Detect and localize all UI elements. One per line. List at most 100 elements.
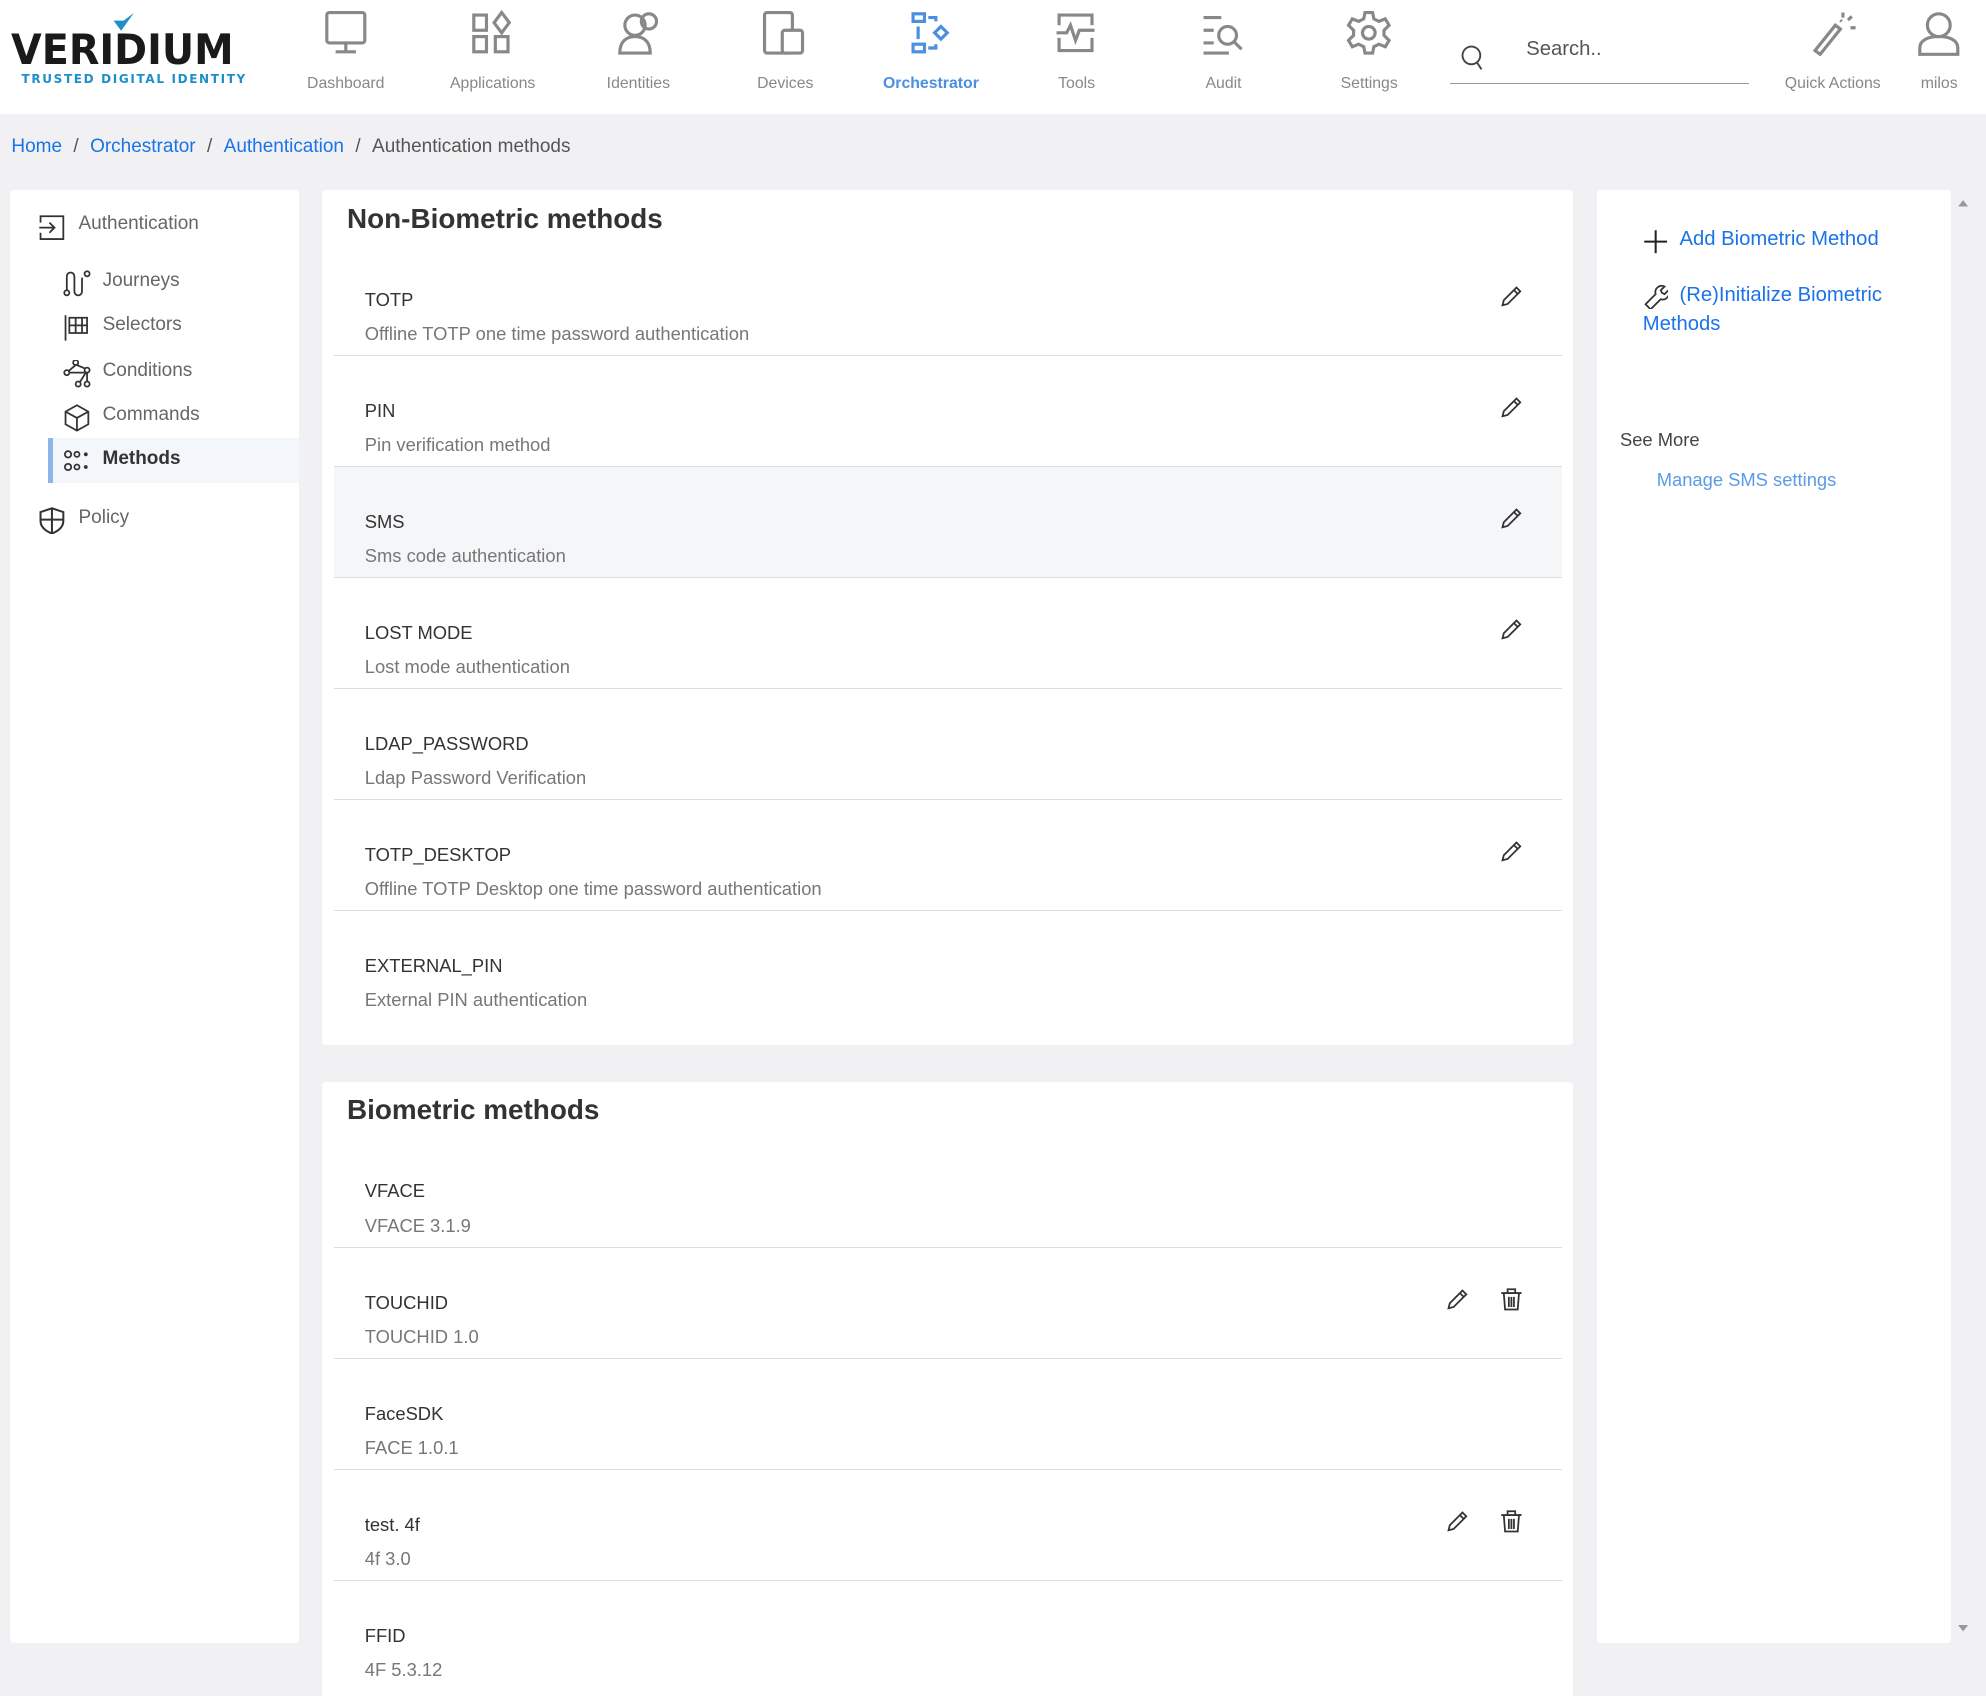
nav-label: Settings <box>1340 74 1398 92</box>
shield-icon <box>39 506 65 535</box>
nav-label: Quick Actions <box>1784 74 1881 92</box>
sidebar-item-journeys[interactable]: Journeys <box>10 260 299 304</box>
method-description: Offline TOTP Desktop one time password a… <box>364 878 822 900</box>
edit-pencil-icon[interactable] <box>1446 1288 1469 1317</box>
method-row: FaceSDK FACE 1.0.1 <box>334 1358 1562 1470</box>
table-icon <box>64 315 89 341</box>
plus-icon <box>1644 230 1667 254</box>
sidebar-label: Authentication <box>78 212 199 234</box>
wrench-icon <box>1644 284 1669 310</box>
search-icon <box>1461 45 1483 71</box>
gear-icon <box>1346 11 1392 55</box>
nav-orchestrator[interactable]: Orchestrator <box>861 0 1000 114</box>
nav-tools[interactable]: Tools <box>1007 0 1146 114</box>
nav-audit[interactable]: Audit <box>1154 0 1293 114</box>
login-icon <box>39 215 65 241</box>
method-name: PIN <box>364 399 396 421</box>
method-row: LOST MODE Lost mode authentication <box>334 578 1562 690</box>
sidebar-label: Selectors <box>102 314 182 336</box>
method-description: Pin verification method <box>364 434 551 456</box>
breadcrumb-authentication[interactable]: Authentication <box>223 135 344 157</box>
edit-pencil-icon[interactable] <box>1446 1510 1469 1539</box>
sidebar-item-policy[interactable]: Policy <box>10 497 299 541</box>
method-row: LDAP_PASSWORD Ldap Password Verification <box>334 689 1562 801</box>
method-name: FFID <box>364 1624 406 1646</box>
nav-dashboard[interactable]: Dashboard <box>276 0 415 114</box>
method-name: VFACE <box>364 1180 425 1202</box>
manage-sms-settings-link[interactable]: Manage SMS settings <box>1656 468 1837 490</box>
nav-label: Applications <box>450 74 536 92</box>
tools-icon <box>1056 13 1095 53</box>
sidebar: Authentication Journeys Selectors Condit… <box>10 189 299 1643</box>
method-name: TOTP_DESKTOP <box>364 844 511 866</box>
edit-pencil-icon[interactable] <box>1500 840 1523 869</box>
method-name: FaceSDK <box>364 1402 444 1424</box>
method-description: 4F 5.3.12 <box>364 1658 443 1680</box>
sidebar-label: Commands <box>102 404 200 426</box>
logo-tagline: TRUSTED DIGITAL IDENTITY <box>21 72 247 87</box>
delete-trash-icon[interactable] <box>1500 1288 1523 1317</box>
method-row: SMS Sms code authentication <box>334 466 1562 579</box>
method-name: LDAP_PASSWORD <box>364 733 529 755</box>
sidebar-item-selectors[interactable]: Selectors <box>10 304 299 348</box>
link-label: (Re)Initialize Biometric Methods <box>1642 284 1883 336</box>
nav-label: Audit <box>1205 74 1242 92</box>
quick-actions-button[interactable]: Quick Actions <box>1763 0 1902 114</box>
logo-check-icon <box>113 12 135 31</box>
method-description: Offline TOTP one time password authentic… <box>364 322 750 344</box>
nav-label: Devices <box>757 74 814 92</box>
search-box[interactable] <box>1450 25 1750 84</box>
method-row: TOTP_DESKTOP Offline TOTP Desktop one tim… <box>334 800 1562 912</box>
users-icon <box>617 12 658 55</box>
user-icon <box>1918 12 1960 56</box>
sidebar-item-conditions[interactable]: Conditions <box>10 350 299 394</box>
search-input[interactable] <box>1526 37 1742 61</box>
methods-icon <box>64 450 88 472</box>
method-description: FACE 1.0.1 <box>364 1436 459 1458</box>
breadcrumb-home[interactable]: Home <box>11 135 63 157</box>
edit-pencil-icon[interactable] <box>1500 507 1523 536</box>
nav-identities[interactable]: Identities <box>569 0 708 114</box>
method-row: TOUCHID TOUCHID 1.0 <box>334 1247 1562 1359</box>
method-description: Lost mode authentication <box>364 656 570 678</box>
sidebar-item-authentication[interactable]: Authentication <box>10 203 299 247</box>
veridium-logo[interactable]: VERIDIUM TRUSTED DIGITAL IDENTITY <box>11 12 245 86</box>
method-description: VFACE 3.1.9 <box>364 1214 471 1236</box>
biometric-methods-panel: Biometric methods VFACE VFACE 3.1.9 TOUCHI… <box>321 1081 1574 1696</box>
monitor-icon <box>325 11 367 54</box>
method-name: LOST MODE <box>364 622 473 644</box>
sidebar-item-commands[interactable]: Commands <box>10 394 299 438</box>
method-row: FFID 4F 5.3.12 <box>334 1580 1561 1691</box>
section-title: Biometric methods <box>347 1094 600 1126</box>
edit-pencil-icon[interactable] <box>1500 618 1523 647</box>
method-row: PIN Pin verification method <box>334 356 1562 467</box>
sidebar-label: Journeys <box>102 269 180 291</box>
nav-label: milos <box>1920 74 1958 92</box>
method-row: EXTERNAL_PIN External PIN authentication <box>334 911 1561 1022</box>
method-name: EXTERNAL_PIN <box>364 955 503 977</box>
conditions-icon <box>63 359 91 388</box>
delete-trash-icon[interactable] <box>1500 1510 1523 1539</box>
method-description: Ldap Password Verification <box>364 767 587 789</box>
scrollbar[interactable] <box>1953 190 1973 1647</box>
method-name: TOTP <box>364 288 414 310</box>
nav-label: Tools <box>1058 74 1096 92</box>
edit-pencil-icon[interactable] <box>1500 396 1523 425</box>
reinitialize-biometric-methods-link[interactable]: (Re)Initialize Biometric Methods <box>1643 281 1922 339</box>
edit-pencil-icon[interactable] <box>1500 285 1523 314</box>
nav-applications[interactable]: Applications <box>423 0 562 114</box>
section-title: Non-Biometric methods <box>347 202 663 234</box>
magic-wand-icon <box>1812 12 1856 56</box>
user-menu[interactable]: milos <box>1870 0 1986 114</box>
link-label: Add Biometric Method <box>1679 227 1879 250</box>
nav-settings[interactable]: Settings <box>1300 0 1439 114</box>
breadcrumb-orchestrator[interactable]: Orchestrator <box>90 135 196 157</box>
nav-devices[interactable]: Devices <box>716 0 855 114</box>
method-name: SMS <box>364 510 405 532</box>
sidebar-item-methods[interactable]: Methods <box>48 438 299 483</box>
method-row: TOTP Offline TOTP one time password authe… <box>334 244 1562 356</box>
sidebar-label: Conditions <box>102 359 193 381</box>
method-row: test. 4f 4f 3.0 <box>334 1469 1562 1581</box>
method-name: test. 4f <box>364 1513 420 1535</box>
see-more-heading: See More <box>1619 429 1700 451</box>
